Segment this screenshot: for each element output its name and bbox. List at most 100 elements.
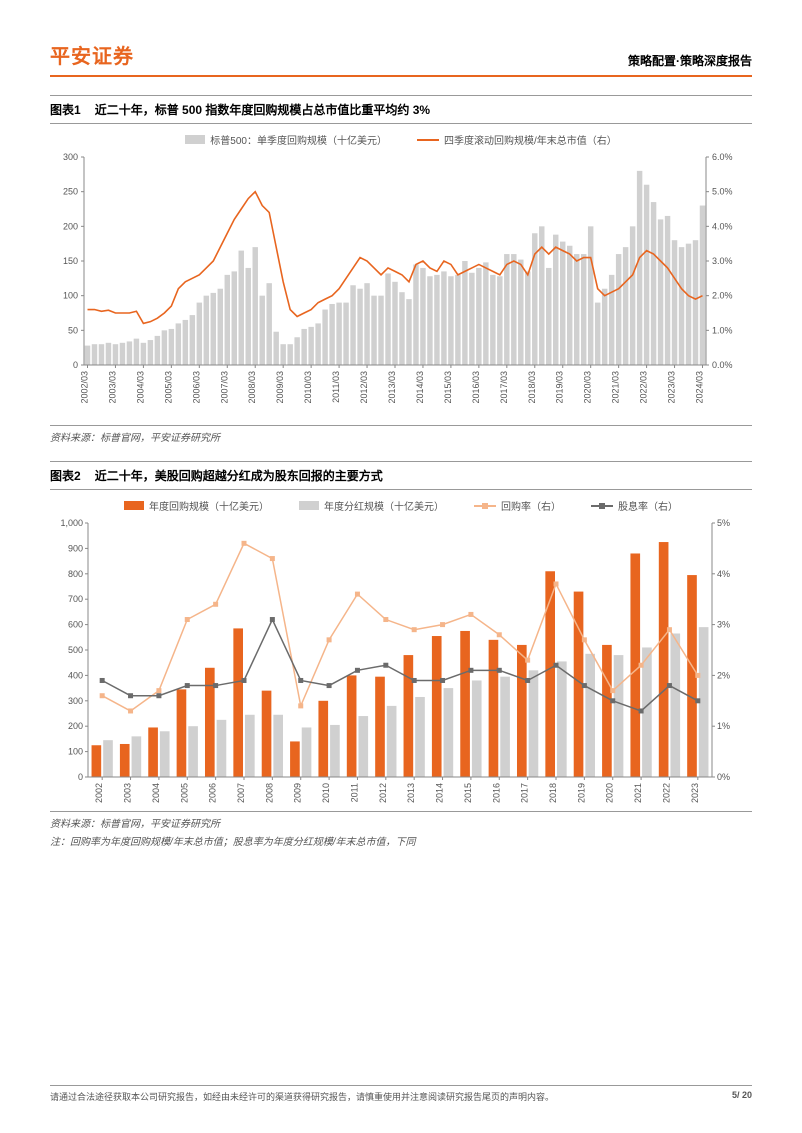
chart1-svg: 0501001502002503000.0%1.0%2.0%3.0%4.0%5.… (50, 153, 750, 423)
svg-text:2014/03: 2014/03 (415, 371, 425, 404)
svg-text:2022: 2022 (661, 783, 671, 803)
svg-text:400: 400 (68, 670, 83, 680)
chart2-legend-bar1-label: 年度回购规模（十亿美元） (149, 498, 269, 513)
svg-text:6.0%: 6.0% (712, 153, 733, 162)
svg-text:2012: 2012 (378, 783, 388, 803)
svg-text:2006: 2006 (208, 783, 218, 803)
svg-text:2010/03: 2010/03 (303, 371, 313, 404)
logo-text: 平安证券 (50, 40, 134, 69)
svg-text:2002: 2002 (94, 783, 104, 803)
svg-text:150: 150 (63, 256, 78, 266)
header-category: 策略配置·策略深度报告 (628, 52, 752, 69)
svg-text:250: 250 (63, 187, 78, 197)
svg-text:2016/03: 2016/03 (471, 371, 481, 404)
chart1-legend-line: 四季度滚动回购规模/年末总市值（右） (417, 132, 617, 147)
chart2-title-bar: 图表2 近二十年，美股回购超越分红成为股东回报的主要方式 (50, 461, 752, 490)
svg-text:2006/03: 2006/03 (191, 371, 201, 404)
chart1-legend-bar: 标普500：单季度回购规模（十亿美元） (185, 132, 387, 147)
svg-text:2023: 2023 (690, 783, 700, 803)
svg-text:2005/03: 2005/03 (163, 371, 173, 404)
chart2-legend-line2: 股息率（右） (591, 498, 678, 513)
svg-text:1,000: 1,000 (60, 519, 83, 528)
svg-text:2015: 2015 (463, 783, 473, 803)
svg-text:2011: 2011 (349, 783, 359, 802)
chart2-legend-bar2: 年度分红规模（十亿美元） (299, 498, 444, 513)
chart2-plot-area: 年度回购规模（十亿美元） 年度分红规模（十亿美元） 回购率（右） 股息率（右） … (50, 490, 752, 811)
svg-text:2004/03: 2004/03 (135, 371, 145, 404)
svg-text:600: 600 (68, 620, 83, 630)
legend-swatch-line (417, 139, 439, 141)
svg-text:2.0%: 2.0% (712, 291, 733, 301)
legend-swatch-bar1 (124, 501, 144, 510)
svg-text:5.0%: 5.0% (712, 187, 733, 197)
svg-text:2013: 2013 (406, 783, 416, 803)
chart1-plot-area: 标普500：单季度回购规模（十亿美元） 四季度滚动回购规模/年末总市值（右） 0… (50, 124, 752, 425)
chart2-legend: 年度回购规模（十亿美元） 年度分红规模（十亿美元） 回购率（右） 股息率（右） (50, 498, 752, 513)
page-current: 5 (732, 1090, 737, 1100)
chart1-title-bar: 图表1 近二十年，标普 500 指数年度回购规模占总市值比重平均约 3% (50, 95, 752, 124)
svg-text:900: 900 (68, 543, 83, 553)
svg-text:2021/03: 2021/03 (611, 371, 621, 404)
svg-text:50: 50 (68, 325, 78, 335)
svg-text:2023/03: 2023/03 (667, 371, 677, 404)
chart2-legend-bar2-label: 年度分红规模（十亿美元） (324, 498, 444, 513)
svg-text:2003: 2003 (123, 783, 133, 803)
svg-text:2012/03: 2012/03 (359, 371, 369, 404)
legend-swatch-bar (185, 135, 205, 144)
chart1-section: 图表1 近二十年，标普 500 指数年度回购规模占总市值比重平均约 3% 标普5… (50, 95, 752, 447)
svg-text:2016: 2016 (491, 783, 501, 803)
svg-text:1.0%: 1.0% (712, 325, 733, 335)
svg-text:2015/03: 2015/03 (443, 371, 453, 404)
svg-text:2019: 2019 (576, 783, 586, 803)
svg-text:2018: 2018 (548, 783, 558, 803)
svg-text:300: 300 (63, 153, 78, 162)
svg-text:200: 200 (68, 721, 83, 731)
svg-text:2009: 2009 (293, 783, 303, 803)
page-footer: 请通过合法途径获取本公司研究报告，如经由未经许可的渠道获得研究报告，请慎重使用并… (50, 1085, 752, 1103)
chart2-index: 图表2 (50, 467, 81, 484)
chart2-note: 注：回购率为年度回购规模/年末总市值；股息率为年度分红规模/年末总市值，下同 (50, 833, 752, 851)
chart2-title: 近二十年，美股回购超越分红成为股东回报的主要方式 (95, 467, 383, 484)
svg-text:2004: 2004 (151, 783, 161, 803)
svg-text:100: 100 (63, 291, 78, 301)
svg-text:2011/03: 2011/03 (331, 371, 341, 403)
svg-text:2021: 2021 (633, 783, 643, 803)
legend-swatch-line2 (591, 505, 613, 507)
svg-text:2003/03: 2003/03 (107, 371, 117, 404)
chart2-svg: 01002003004005006007008009001,0000%1%2%3… (50, 519, 750, 809)
svg-text:4.0%: 4.0% (712, 221, 733, 231)
svg-text:3.0%: 3.0% (712, 256, 733, 266)
svg-text:2008: 2008 (264, 783, 274, 803)
svg-text:2017: 2017 (520, 783, 530, 803)
svg-text:2014: 2014 (435, 783, 445, 803)
svg-text:2013/03: 2013/03 (387, 371, 397, 404)
svg-text:500: 500 (68, 645, 83, 655)
svg-text:5%: 5% (717, 519, 730, 528)
svg-text:2017/03: 2017/03 (499, 371, 509, 404)
chart1-legend-line-label: 四季度滚动回购规模/年末总市值（右） (444, 132, 617, 147)
svg-text:2007: 2007 (236, 783, 246, 803)
chart1-source: 资料来源：标普官网，平安证券研究所 (50, 425, 752, 447)
svg-text:0: 0 (73, 360, 78, 370)
svg-text:2019/03: 2019/03 (555, 371, 565, 404)
chart1-title: 近二十年，标普 500 指数年度回购规模占总市值比重平均约 3% (95, 101, 430, 118)
footer-disclaimer: 请通过合法途径获取本公司研究报告，如经由未经许可的渠道获得研究报告，请慎重使用并… (50, 1090, 554, 1103)
svg-text:2002/03: 2002/03 (79, 371, 89, 404)
svg-text:800: 800 (68, 569, 83, 579)
svg-text:2005: 2005 (179, 783, 189, 803)
svg-text:0%: 0% (717, 772, 730, 782)
chart2-legend-line1: 回购率（右） (474, 498, 561, 513)
svg-text:100: 100 (68, 747, 83, 757)
chart2-legend-line1-label: 回购率（右） (501, 498, 561, 513)
chart2-legend-bar1: 年度回购规模（十亿美元） (124, 498, 269, 513)
svg-text:2020: 2020 (605, 783, 615, 803)
svg-text:700: 700 (68, 594, 83, 604)
svg-text:1%: 1% (717, 721, 730, 731)
svg-text:2008/03: 2008/03 (247, 371, 257, 404)
svg-text:2018/03: 2018/03 (527, 371, 537, 404)
svg-text:2007/03: 2007/03 (219, 371, 229, 404)
page-header: 平安证券 策略配置·策略深度报告 (50, 40, 752, 77)
chart2-section: 图表2 近二十年，美股回购超越分红成为股东回报的主要方式 年度回购规模（十亿美元… (50, 461, 752, 851)
svg-text:2020/03: 2020/03 (583, 371, 593, 404)
page-total: 20 (742, 1090, 752, 1100)
